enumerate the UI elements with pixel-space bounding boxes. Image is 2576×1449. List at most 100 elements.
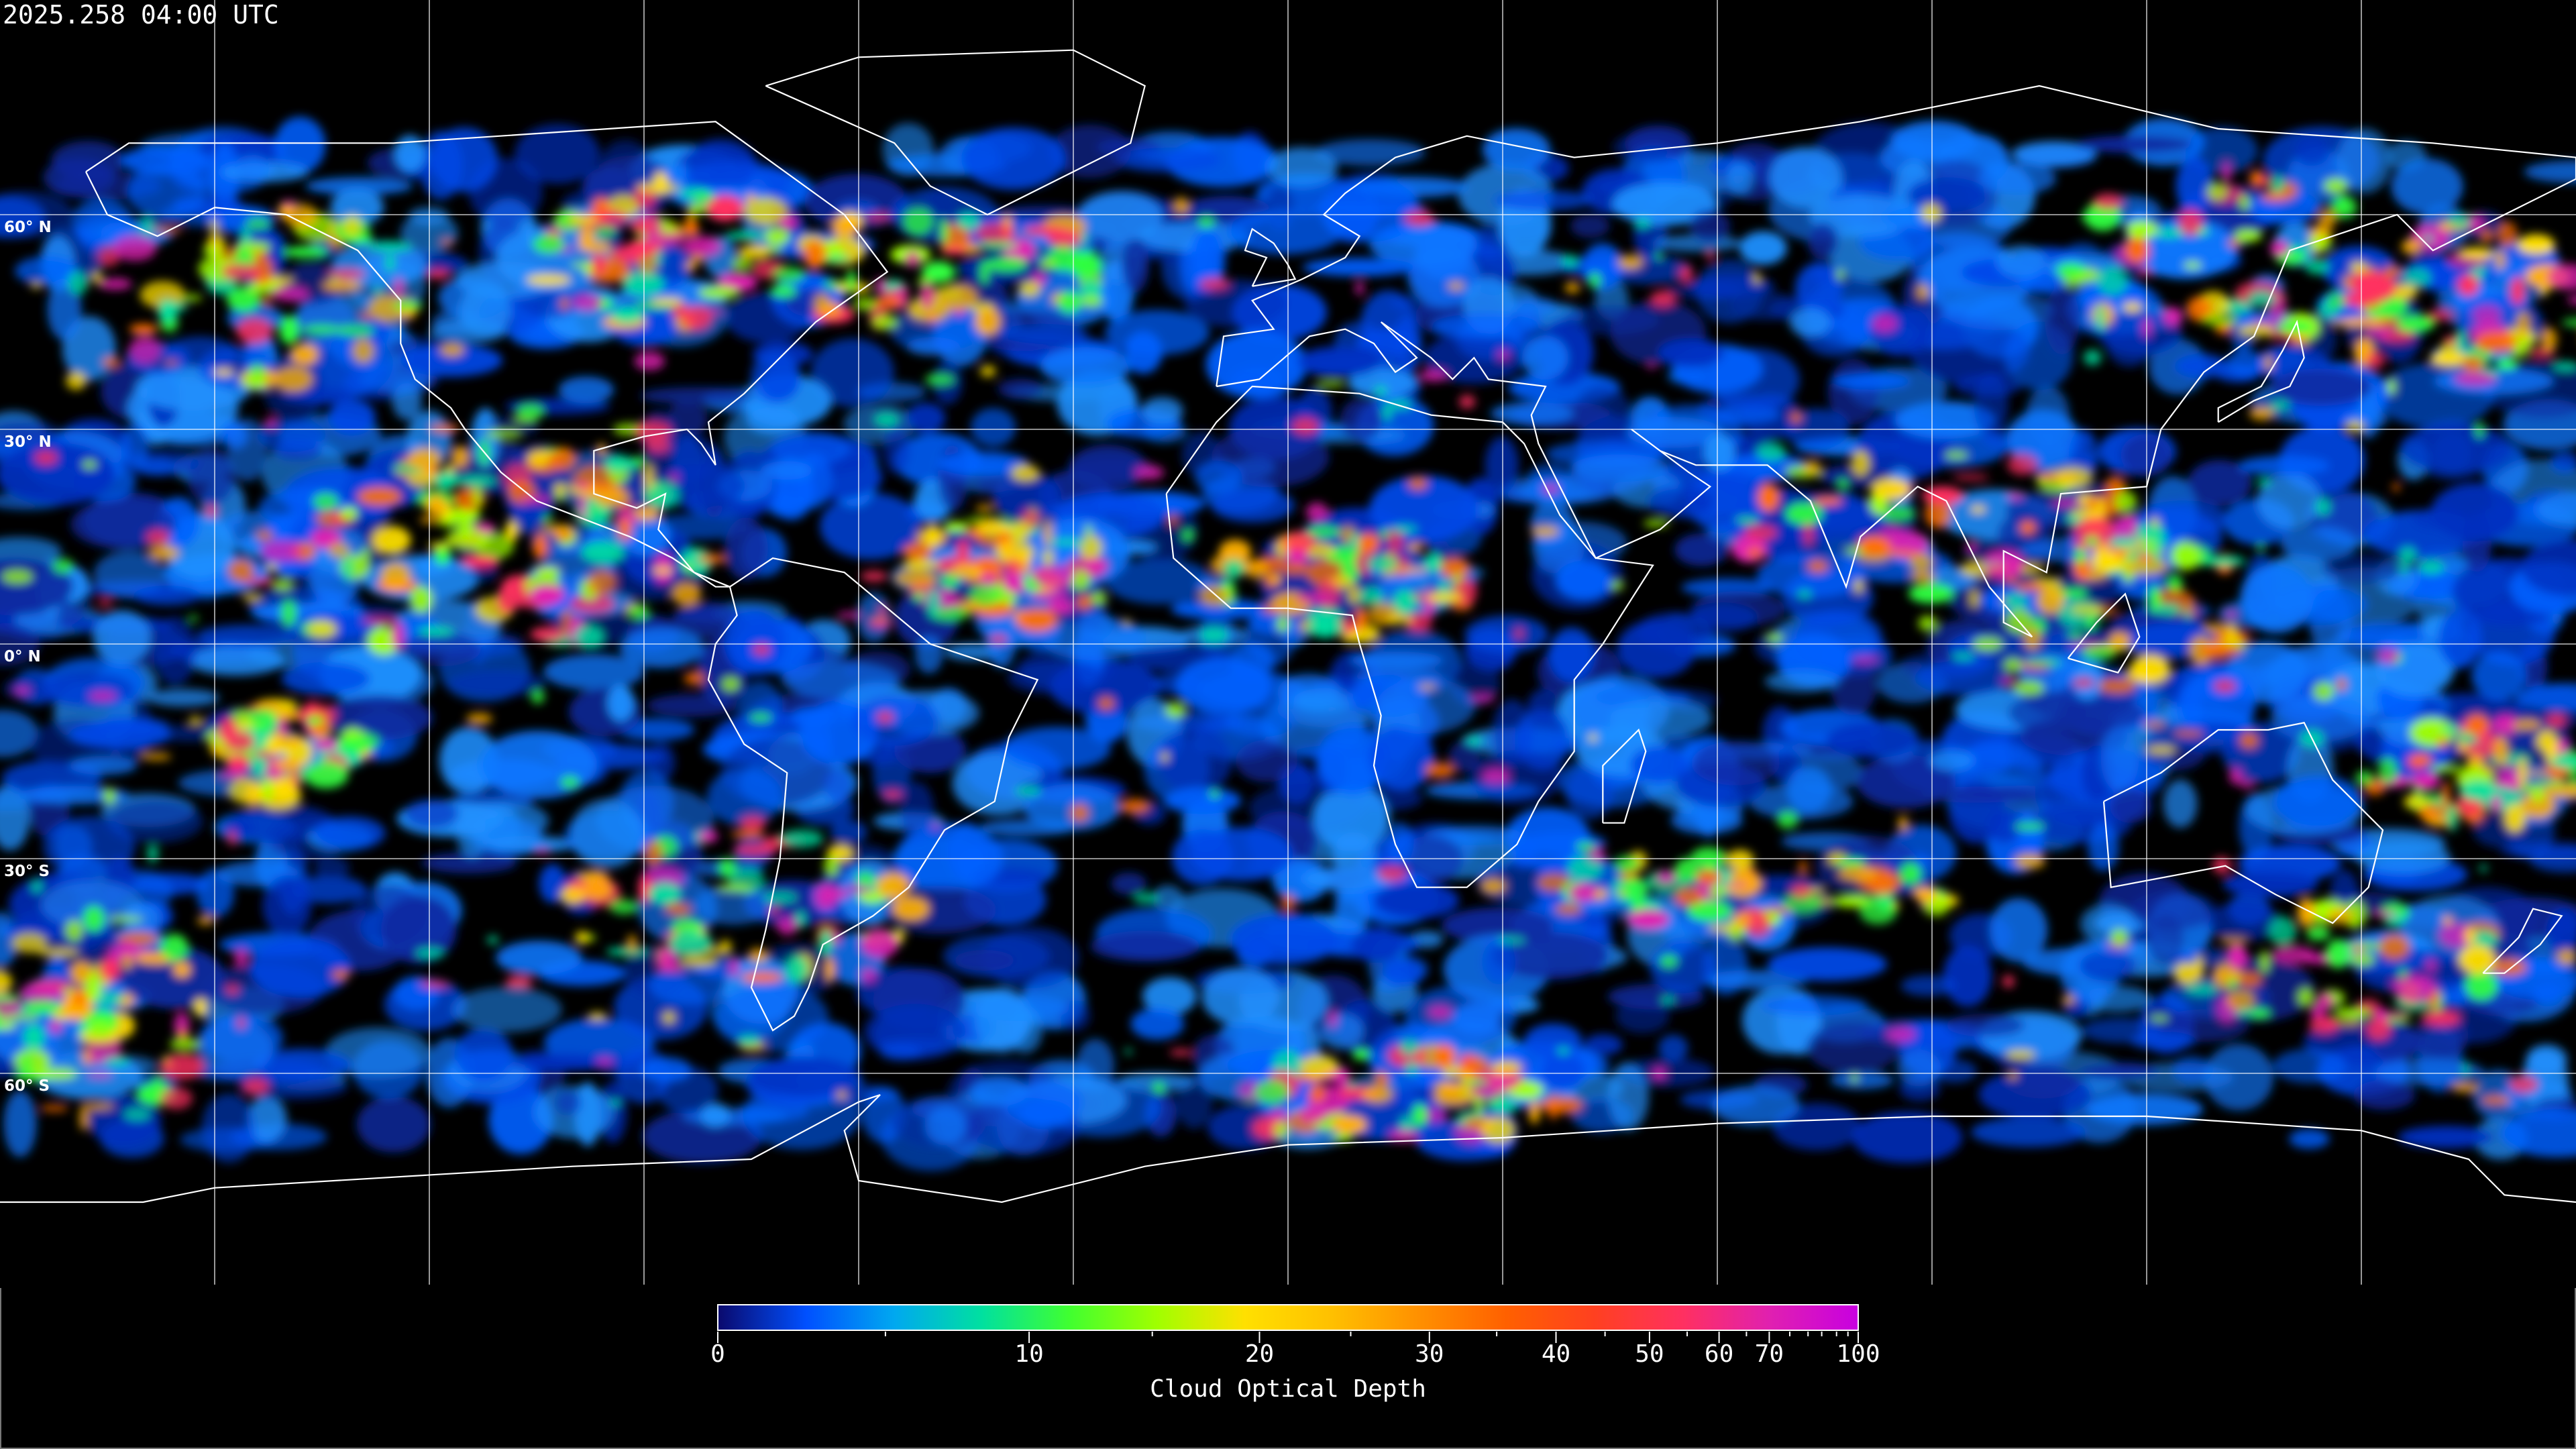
cloud-patch [883, 423, 910, 474]
cloud-patch [2356, 840, 2451, 874]
cloud-patch [975, 222, 1015, 244]
cloud-patch [1659, 954, 1678, 969]
cloud-patch [2398, 1126, 2496, 1148]
cloud-patch [617, 718, 695, 741]
cloud-patch [2387, 378, 2396, 395]
cloud-patch [2490, 793, 2502, 813]
cloud-patch [342, 214, 362, 237]
cloud-patch [2277, 321, 2314, 335]
cloud-patch [335, 324, 375, 337]
cloud-patch [1689, 209, 1730, 244]
cloud-patch [1588, 272, 1602, 288]
cloud-patch [587, 569, 617, 595]
cloud-patch [1819, 464, 1896, 488]
cloud-patch [737, 1034, 761, 1048]
cloud-patch [1199, 626, 1229, 644]
cloud-patch [1497, 937, 1526, 944]
cloud-patch [1, 570, 33, 584]
cloud-patch [770, 431, 850, 465]
cloud-patch [1647, 486, 1713, 518]
cloud-patch [1189, 827, 1293, 881]
cloud-patch [249, 706, 276, 733]
cloud-patch [1996, 245, 2047, 278]
cloud-patch [657, 946, 678, 971]
cloud-patch [2496, 358, 2518, 370]
cloud-patch [14, 256, 79, 286]
cloud-patch [1658, 337, 1724, 368]
cloud-patch [19, 786, 129, 805]
cloud-patch [1872, 315, 1898, 333]
cloud-patch [1032, 564, 1075, 588]
cloud-patch [1837, 478, 1849, 490]
cloud-patch [932, 822, 940, 830]
cloud-patch [618, 518, 632, 541]
cloud-patch [1377, 866, 1407, 881]
cloud-patch [1870, 478, 1911, 500]
cloud-patch [1201, 967, 1280, 1026]
cloud-patch [2093, 193, 2124, 210]
cloud-patch [974, 524, 1016, 533]
cloud-patch [408, 447, 442, 471]
cloud-patch [1555, 560, 1613, 600]
cloud-patch [164, 360, 179, 366]
cloud-patch [225, 755, 250, 771]
cloud-patch [241, 372, 267, 390]
cloud-patch [480, 731, 598, 799]
cloud-patch [1283, 531, 1316, 552]
cloud-patch [1930, 1059, 1977, 1083]
cloud-patch [919, 283, 935, 309]
cloud-patch [49, 1020, 62, 1033]
cloud-patch [310, 529, 341, 549]
cloud-patch [360, 312, 373, 319]
cloud-patch [242, 594, 262, 602]
cloud-patch [2239, 195, 2251, 211]
cloud-patch [1224, 706, 1296, 737]
cloud-patch [2377, 1012, 2409, 1018]
cloud-patch [570, 799, 644, 869]
cloud-patch [2222, 160, 2231, 183]
cloud-patch [1273, 859, 1329, 902]
cloud-patch [80, 1102, 115, 1110]
cloud-patch [69, 720, 171, 749]
cloud-patch [36, 1067, 78, 1080]
cloud-patch [146, 529, 170, 545]
cloud-patch [1358, 587, 1383, 606]
cloud-patch [1807, 222, 1839, 260]
cloud-patch [1907, 177, 1988, 213]
cloud-patch [700, 1103, 731, 1128]
cloud-patch [2309, 1016, 2339, 1034]
cloud-patch [2416, 805, 2451, 819]
cloud-patch [2438, 608, 2482, 669]
cloud-patch [188, 615, 199, 622]
cloud-patch [274, 758, 303, 771]
cloud-patch [440, 343, 464, 357]
cloud-patch [1274, 1121, 1289, 1139]
cloud-patch [2517, 234, 2555, 255]
cloud-patch [2186, 297, 2212, 322]
cloud-patch [1387, 527, 1404, 554]
cloud-patch [1083, 557, 1108, 574]
cloud-patch [402, 632, 481, 667]
cloud-patch [107, 800, 203, 843]
cloud-patch [1567, 855, 1603, 881]
cloud-patch [2239, 780, 2255, 788]
cloud-patch [2020, 521, 2036, 535]
cloud-patch [276, 733, 303, 749]
cloud-patch [2546, 264, 2576, 290]
cloud-patch [1807, 559, 1829, 573]
cloud-patch [606, 947, 648, 956]
cloud-patch [1097, 696, 1115, 710]
cloud-patch [875, 294, 904, 309]
cloud-patch [2543, 784, 2576, 798]
cloud-patch [251, 256, 274, 286]
cloud-patch [1355, 280, 1364, 296]
cloud-patch [1813, 496, 1843, 505]
cloud-patch [1320, 1013, 1364, 1051]
cloud-patch [858, 891, 884, 903]
cloud-patch [2403, 268, 2431, 288]
cloud-patch [2269, 174, 2286, 194]
cloud-patch [452, 987, 562, 1032]
cloud-patch [655, 248, 663, 267]
cloud-patch [1756, 443, 1786, 462]
cloud-patch [1925, 498, 1951, 529]
